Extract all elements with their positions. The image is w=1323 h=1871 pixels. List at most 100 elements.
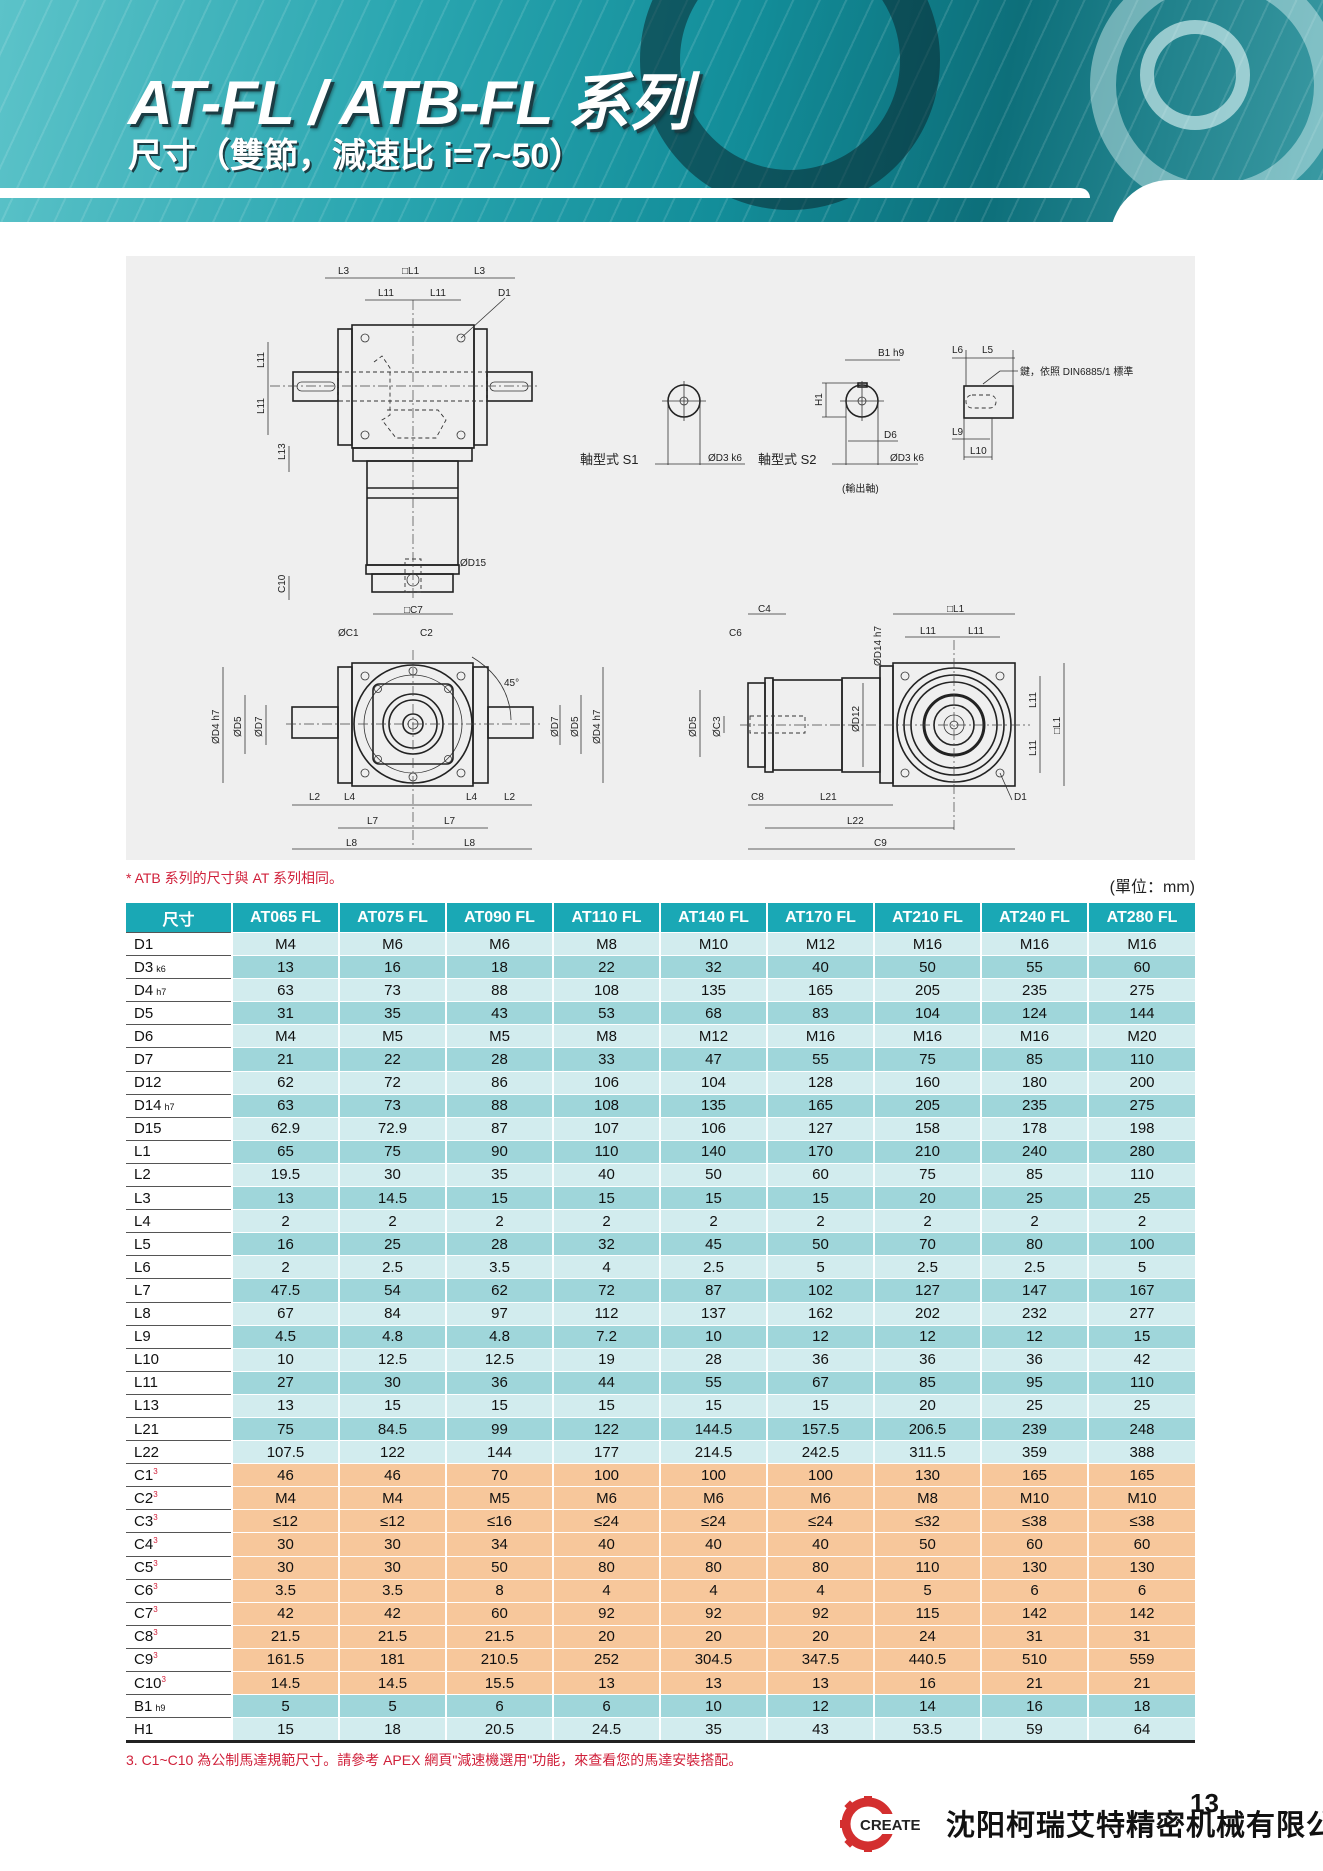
row-label: D3 k6 [126, 955, 232, 979]
dim-label: L11 [378, 288, 394, 299]
table-row: L7 47.5 54 62 72 87 102 127 147 167 [126, 1278, 1195, 1302]
dim-label: L11 [920, 626, 936, 637]
atb-series-note: * ATB 系列的尺寸與 AT 系列相同。 [126, 870, 344, 886]
page-subtitle: 尺寸（雙節，減速比 i=7~50） [128, 137, 584, 175]
table-cell: ≤12 [231, 1509, 339, 1533]
column-header-model: AT280 FL [1087, 903, 1195, 933]
table-cell: 67 [766, 1370, 874, 1395]
table-cell: 130 [980, 1555, 1088, 1580]
row-label: L22 [126, 1440, 232, 1464]
table-cell: 95 [980, 1370, 1088, 1395]
table-cell: 4 [552, 1578, 660, 1603]
table-cell: 160 [873, 1070, 981, 1095]
row-label-text: L11 [134, 1374, 158, 1392]
table-cell: M6 [659, 1486, 767, 1510]
table-cell: 40 [659, 1532, 767, 1557]
dim-label: L4 [466, 792, 478, 803]
table-cell: 24.5 [552, 1717, 660, 1744]
table-cell: M16 [980, 1024, 1088, 1048]
row-label: D7 [126, 1047, 232, 1072]
row-label-text: D5 [134, 1004, 154, 1022]
row-label-text: D1 [134, 935, 154, 953]
table-cell: ≤24 [766, 1509, 874, 1533]
table-cell: 235 [980, 978, 1088, 1002]
table-cell: 42 [1087, 1347, 1195, 1372]
banner-curve [1110, 180, 1323, 222]
row-label: D5 [126, 1001, 232, 1025]
table-cell: 92 [552, 1601, 660, 1626]
row-label-text: L13 [134, 1397, 160, 1415]
table-cell: M8 [873, 1486, 981, 1510]
table-cell: 252 [552, 1647, 660, 1672]
row-label-text: L5 [134, 1235, 151, 1253]
shaft-s1-view: 軸型式 S1 ØD3 k6 [580, 381, 745, 467]
table-cell: 87 [445, 1116, 553, 1141]
table-cell: 12 [766, 1694, 874, 1718]
table-cell: M10 [659, 931, 767, 956]
table-cell: 198 [1087, 1116, 1195, 1141]
table-cell: 2 [659, 1209, 767, 1233]
table-cell: 275 [1087, 978, 1195, 1002]
footnote-marker: 3 [153, 1535, 158, 1545]
table-row: C53 30 30 50 80 80 80 110 130 130 [126, 1555, 1195, 1580]
table-cell: 68 [659, 1001, 767, 1025]
footnote-marker: 3 [153, 1466, 158, 1476]
table-cell: 200 [1087, 1070, 1195, 1095]
drawing-svg: L3 □L1 L3 L11 L11 D1 L11 L11 L13 ØD15 C1… [211, 266, 1133, 850]
table-row: L13 13 15 15 15 15 15 20 25 25 [126, 1393, 1195, 1418]
row-label-text: C7 [134, 1605, 154, 1623]
dim-label: L2 [309, 792, 321, 803]
row-label-text: C1 [134, 1466, 154, 1484]
table-cell: 12 [766, 1324, 874, 1349]
table-cell: 65 [231, 1139, 339, 1164]
footnote-marker: 3 [153, 1489, 158, 1499]
table-cell: 165 [766, 1093, 874, 1118]
table-cell: 162 [766, 1301, 874, 1326]
table-row: L4 2 2 2 2 2 2 2 2 2 [126, 1209, 1195, 1233]
table-cell: 10 [231, 1347, 339, 1372]
table-cell: 12.5 [338, 1347, 446, 1372]
dim-label: L7 [444, 816, 456, 827]
table-cell: 440.5 [873, 1647, 981, 1672]
table-cell: 20.5 [445, 1717, 553, 1744]
table-row: H1 15 18 20.5 24.5 35 43 53.5 59 64 [126, 1717, 1195, 1744]
table-cell: 36 [766, 1347, 874, 1372]
row-label-text: L4 [134, 1212, 151, 1230]
table-row: D14 h7 63 73 88 108 135 165 205 235 275 [126, 1093, 1195, 1118]
column-header-model: AT065 FL [231, 903, 339, 933]
row-label: C13 [126, 1463, 232, 1487]
dim-label: ØD3 k6 [708, 453, 742, 464]
table-cell: 240 [980, 1139, 1088, 1164]
row-label: L13 [126, 1393, 232, 1418]
row-label-text: L8 [134, 1305, 151, 1323]
table-cell: 122 [338, 1440, 446, 1464]
row-label: L4 [126, 1209, 232, 1233]
table-cell: 60 [1087, 1532, 1195, 1557]
footnote-marker: 3 [161, 1674, 166, 1684]
table-cell: 5 [338, 1694, 446, 1718]
table-cell: 22 [338, 1047, 446, 1072]
column-header-model: AT090 FL [445, 903, 553, 933]
table-cell: ≤12 [338, 1509, 446, 1533]
table-cell: 5 [873, 1578, 981, 1603]
row-label: C103 [126, 1670, 232, 1695]
table-cell: 2.5 [659, 1255, 767, 1279]
dim-label: ØD7 [254, 716, 265, 737]
table-cell: 12 [980, 1324, 1088, 1349]
row-label: C83 [126, 1624, 232, 1649]
row-label-text: D3 [134, 958, 154, 976]
table-cell: M16 [980, 931, 1088, 956]
dim-label: □L1 [1052, 716, 1063, 734]
table-cell: 242.5 [766, 1440, 874, 1464]
table-cell: M4 [231, 931, 339, 956]
table-cell: 30 [231, 1555, 339, 1580]
dim-label: L2 [504, 792, 516, 803]
row-label: L6 [126, 1255, 232, 1279]
row-label-text: B1 [134, 1697, 153, 1715]
table-row: B1 h9 5 5 6 6 10 12 14 16 18 [126, 1694, 1195, 1718]
table-cell: 80 [659, 1555, 767, 1580]
table-cell: 63 [231, 1093, 339, 1118]
row-label: C53 [126, 1555, 232, 1580]
table-cell: 2 [552, 1209, 660, 1233]
table-cell: 25 [1087, 1393, 1195, 1418]
